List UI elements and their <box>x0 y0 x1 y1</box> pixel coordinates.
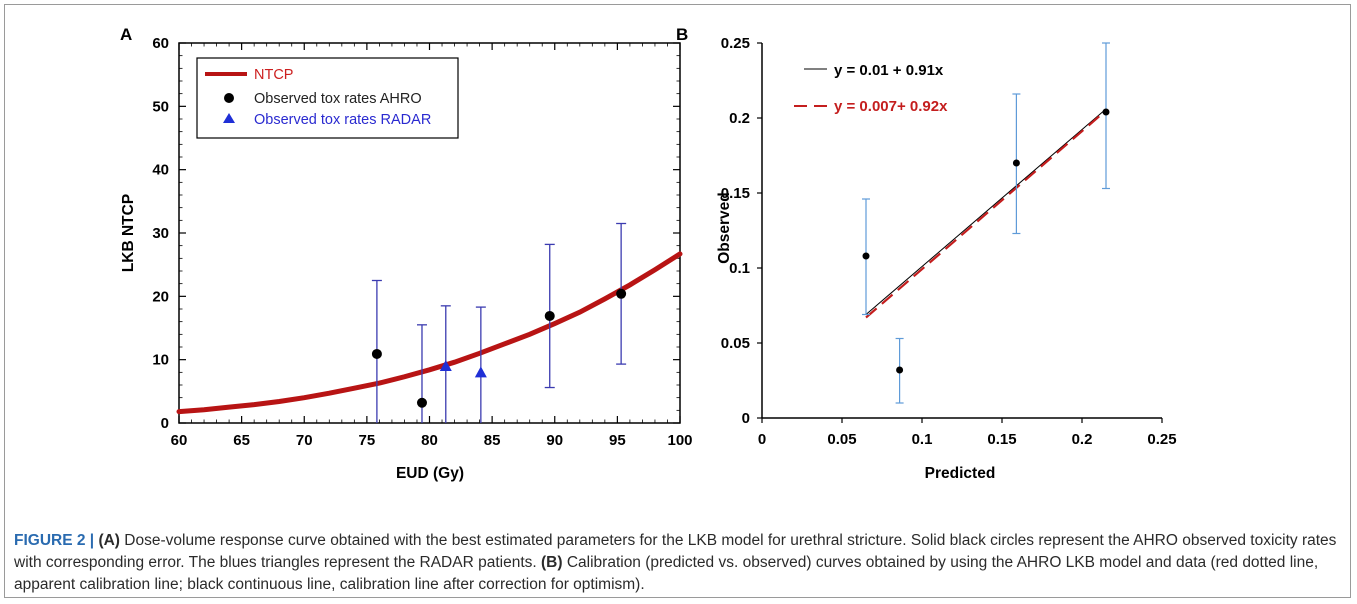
figure-frame <box>4 4 1351 598</box>
panel-b-y-tick-label: 0.1 <box>729 260 750 277</box>
caption-figure-label: FIGURE 2 | <box>14 532 95 549</box>
panel-a-y-tick-label: 30 <box>152 225 169 242</box>
panel-a-y-tick-label: 0 <box>161 415 169 432</box>
panel-a-y-tick-label: 60 <box>152 35 169 52</box>
panel-b-x-tick-label: 0 <box>758 431 766 448</box>
panel-b-x-axis-label: Predicted <box>925 465 996 482</box>
legend-radar-label: Observed tox rates RADAR <box>254 112 431 128</box>
panel-a-y-tick-label: 40 <box>152 162 169 179</box>
panel-b-x-tick-label: 0.05 <box>827 431 856 448</box>
panel-b-y-axis-label: Observed <box>716 192 733 264</box>
panel-a-x-tick-label: 75 <box>359 432 376 449</box>
panel-b-axes <box>761 43 1162 419</box>
panel-b-y-tick-label: 0.25 <box>721 35 750 52</box>
panel-b-ticks: 0 0.05 0.1 0.15 0.2 0.25 0 0.05 0.1 0.15 0.2 0.25 <box>721 35 1177 448</box>
caption-part-a-label: (A) <box>98 532 120 549</box>
legend-box <box>196 57 459 139</box>
panel-a-y-tick-label: 20 <box>152 288 169 305</box>
calibration-line-apparent <box>865 109 1107 319</box>
panel-a: A 60 65 70 75 80 85 90 95 100 0 10 20 30 40 50 60 EUD (… <box>120 25 693 482</box>
radar-point <box>439 360 452 371</box>
panel-a-ticks: 60 65 70 75 80 85 90 95 100 0 10 20 30 40 50 60 <box>152 35 692 449</box>
figure-svg: A 60 65 70 75 80 85 90 95 100 0 10 20 30 40 50 60 EUD (… <box>120 25 1177 482</box>
panel-b: B 0 0.05 0.1 0.15 0.2 0.25 0 0.05 0.1 0.15 0.2 0.25… <box>676 25 1177 482</box>
legend-ntcp-label: NTCP <box>254 67 293 83</box>
panel-b-calibration-lines <box>865 108 1107 319</box>
panel-b-observed-point <box>862 252 870 260</box>
panel-a-x-tick-label: 65 <box>233 432 250 449</box>
panel-a-label: A <box>120 25 132 44</box>
panel-b-y-tick-label: 0.15 <box>721 185 750 202</box>
panel-b-y-tick-label: 0.05 <box>721 335 750 352</box>
panel-a-legend: NTCP Observed tox rates AHRO Observed to… <box>196 57 459 139</box>
panel-b-label: B <box>676 25 688 44</box>
panel-a-x-tick-label: 95 <box>609 432 626 449</box>
ntcp-curve <box>176 251 683 415</box>
panel-b-points <box>862 42 1110 404</box>
panel-b-observed-point <box>1102 108 1110 116</box>
panel-a-x-tick-label: 70 <box>296 432 313 449</box>
annotation-black-equation: y = 0.01 + 0.91x <box>834 62 944 79</box>
ahro-point <box>416 397 427 408</box>
panel-a-x-tick-label: 100 <box>667 432 692 449</box>
panel-a-x-tick-label: 80 <box>421 432 438 449</box>
panel-b-x-tick-label: 0.2 <box>1072 431 1093 448</box>
ahro-point <box>616 288 627 299</box>
ahro-point <box>371 348 382 359</box>
legend-ahro-label: Observed tox rates AHRO <box>254 91 422 107</box>
panel-a-y-tick-label: 50 <box>152 98 169 115</box>
legend-ahro-marker <box>224 93 234 103</box>
panel-a-x-axis-label: EUD (Gy) <box>396 465 464 482</box>
panel-b-x-tick-label: 0.1 <box>912 431 933 448</box>
panel-a-y-tick-label: 10 <box>152 352 169 369</box>
panel-a-y-axis-label: LKB NTCP <box>120 194 137 272</box>
radar-point <box>474 366 487 378</box>
ntcp-curve-group <box>176 251 683 415</box>
panel-a-x-tick-label: 60 <box>171 432 188 449</box>
panel-b-y-tick-label: 0 <box>742 410 750 427</box>
panel-a-x-tick-label: 85 <box>484 432 501 449</box>
panel-b-observed-point <box>896 366 904 374</box>
panel-b-x-tick-label: 0.25 <box>1147 431 1176 448</box>
caption-text-a: Dose-volume response curve obtained with… <box>14 532 1337 571</box>
caption-part-b-label: (B) <box>541 554 563 571</box>
figure-caption: FIGURE 2 | (A) Dose-volume response curv… <box>14 530 1342 596</box>
ahro-point <box>544 310 555 321</box>
annotation-red-equation: y = 0.007+ 0.92x <box>834 98 948 115</box>
panel-a-x-tick-label: 90 <box>546 432 563 449</box>
legend-radar-marker <box>223 113 235 123</box>
panel-b-y-tick-label: 0.2 <box>729 110 750 127</box>
panel-b-observed-point <box>1012 159 1020 167</box>
calibration-line-corrected <box>865 108 1107 315</box>
caption-text-b: Calibration (predicted vs. observed) cur… <box>14 554 1319 593</box>
panel-a-points <box>371 222 627 423</box>
panel-b-x-tick-label: 0.15 <box>987 431 1016 448</box>
